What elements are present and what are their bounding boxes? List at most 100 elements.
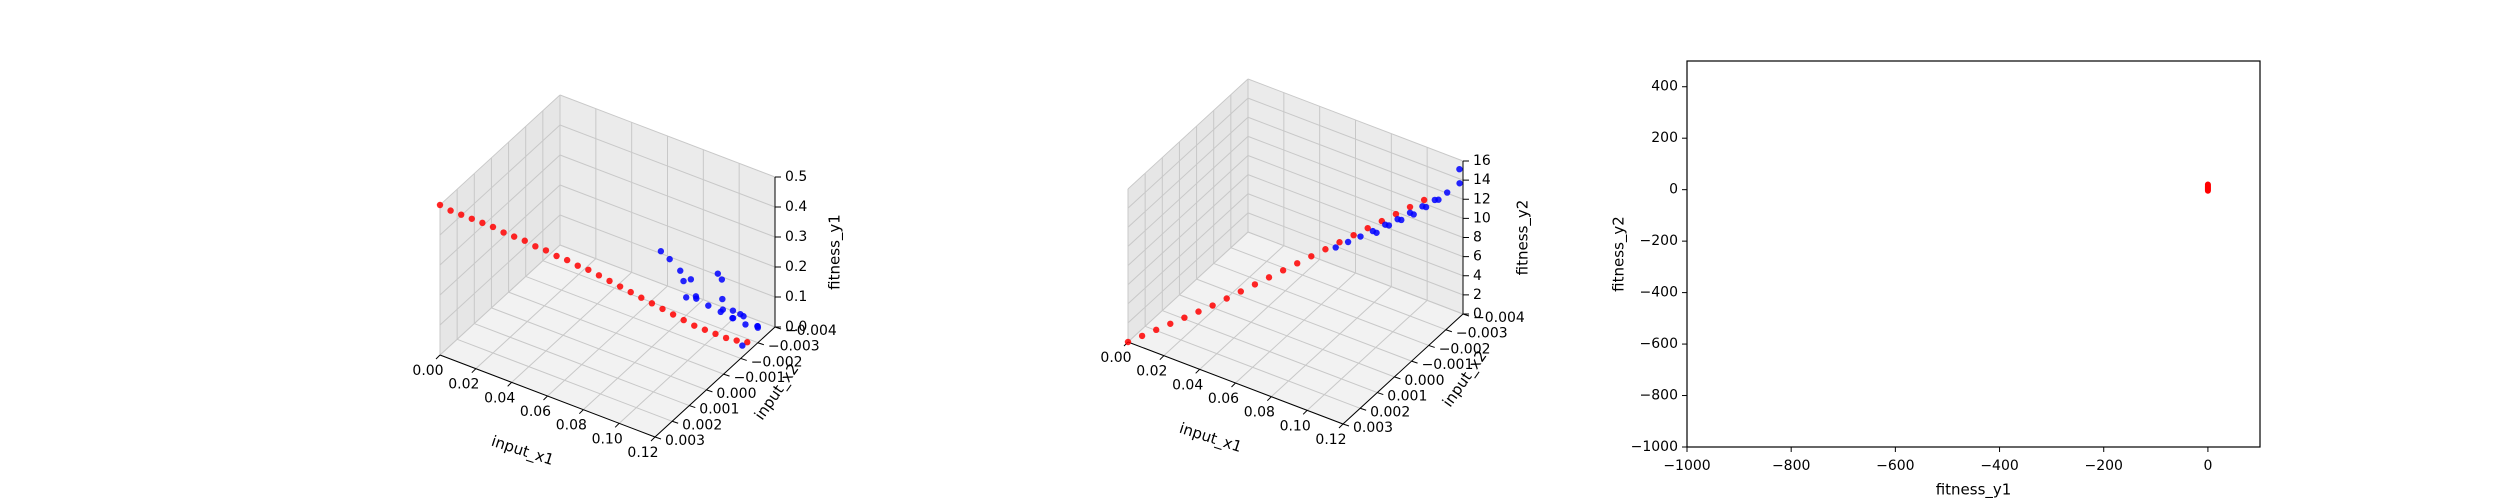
- data-point-series-1: [2204, 181, 2211, 188]
- data-point-series-1: [1336, 239, 1343, 246]
- x-tick-label: 0.00: [1100, 350, 1131, 366]
- x-tick-label: 0.02: [448, 377, 479, 393]
- data-point-series-1: [1350, 231, 1357, 239]
- x-tick-label: 0.08: [1244, 405, 1275, 421]
- gridline-y-floor: [525, 275, 741, 359]
- y-tick-mark: [1359, 407, 1367, 411]
- data-point-series-1: [1138, 332, 1146, 340]
- gridline-x-floor: [475, 258, 597, 370]
- x-tick-mark: [614, 422, 620, 428]
- z-tick-label: 0.3: [785, 229, 807, 245]
- gridline-z-back: [559, 124, 776, 208]
- data-point-series-2: [714, 270, 722, 277]
- x-tick-mark: [1159, 355, 1165, 361]
- y-tick-label: −200: [1640, 233, 1678, 249]
- y-tick-mark: [1342, 423, 1350, 427]
- data-point-series-1: [2204, 187, 2211, 194]
- x-tick-label: −600: [1876, 458, 1914, 474]
- y-tick-label: −0.003: [1456, 326, 1508, 342]
- y-tick-label: −400: [1640, 285, 1678, 301]
- data-point-series-1: [553, 252, 560, 260]
- z-tick-label: 8: [1473, 230, 1482, 246]
- gridline-z-side: [1127, 78, 1249, 190]
- gridline-x-floor: [1199, 258, 1321, 370]
- gridline-z-side: [439, 244, 561, 356]
- gridline-z-side: [439, 214, 561, 326]
- data-point-series-1: [563, 256, 571, 264]
- data-point-series-1: [447, 207, 454, 214]
- gridline-z-side: [1127, 136, 1249, 247]
- data-point-series-2: [687, 276, 695, 283]
- data-point-series-1: [712, 330, 719, 338]
- gridline-y-floor: [508, 291, 724, 375]
- y-tick-label: 0.002: [1370, 404, 1410, 420]
- y-tick-label: 0.000: [716, 386, 756, 402]
- data-point-series-1: [1322, 246, 1329, 253]
- data-point-series-2: [657, 248, 665, 255]
- subplot-2-3d-scatter: 0.00 0.02 0.04 0.06 0.08 0.100.12 −0.004−0.003…: [1100, 77, 1533, 457]
- data-point-series-1: [574, 262, 581, 269]
- data-point-series-1: [1195, 308, 1202, 315]
- y-tick-label: −600: [1640, 336, 1678, 352]
- y-tick-label: −0.004: [785, 323, 837, 339]
- x-tick-mark: [1195, 368, 1201, 374]
- data-point-series-1: [468, 215, 475, 222]
- y-tick-mark: [654, 436, 662, 440]
- data-point-series-1: [1364, 224, 1371, 232]
- z-tick-label: 0: [1473, 306, 1482, 322]
- y-axis-line: [1342, 313, 1464, 425]
- x-tick-mark: [1231, 382, 1236, 388]
- x-tick-label: −200: [2085, 458, 2123, 474]
- data-point-series-1: [616, 283, 624, 290]
- y-tick-mark: [706, 389, 713, 393]
- y-tick-label: 0.003: [665, 433, 705, 449]
- y-tick-label: −0.001: [734, 370, 786, 386]
- data-point-series-1: [1124, 338, 1132, 346]
- gridline-z-side: [1127, 212, 1249, 324]
- data-point-series-2: [1357, 233, 1364, 240]
- gridline-x-floor: [1163, 245, 1285, 357]
- x-tick-label: 0.12: [627, 445, 658, 461]
- z-tick-label: 6: [1473, 249, 1482, 265]
- z-tick-label: 4: [1473, 268, 1482, 284]
- data-point-series-2: [1456, 165, 1463, 173]
- data-point-series-2: [718, 276, 726, 283]
- data-point-series-1: [606, 277, 613, 285]
- data-point-series-1: [457, 211, 465, 218]
- x-tick-mark: [1302, 409, 1308, 415]
- data-point-series-1: [722, 334, 730, 342]
- z-tick-label: 14: [1473, 172, 1491, 188]
- gridline-z-back: [559, 94, 776, 178]
- y-tick-mark: [1377, 392, 1384, 396]
- y-tick-label: 0: [1669, 182, 1678, 198]
- y-tick-mark: [757, 342, 765, 346]
- data-point-series-2: [693, 295, 700, 302]
- data-point-series-1: [1181, 314, 1188, 321]
- y-tick-label: −0.002: [1439, 341, 1491, 357]
- data-point-series-2: [1410, 211, 1417, 218]
- data-point-series-1: [489, 223, 497, 231]
- x-tick-label: 0.04: [1172, 377, 1203, 393]
- z-tick-label: 0.5: [785, 169, 807, 185]
- y-tick-label: 400: [1651, 79, 1678, 95]
- gridline-y-floor: [491, 307, 707, 391]
- data-point-series-1: [1167, 320, 1174, 327]
- gridline-z-side: [1127, 97, 1249, 209]
- data-point-series-1: [521, 237, 528, 244]
- x-tick-mark: [471, 368, 477, 374]
- data-point-series-1: [744, 339, 751, 346]
- x-tick-label: 0.10: [1280, 418, 1311, 434]
- data-point-series-1: [691, 322, 698, 329]
- gridline-z-back: [1247, 212, 1464, 296]
- data-point-series-1: [532, 243, 539, 250]
- y-tick-label: 0.001: [699, 402, 739, 418]
- x-tick-label: 0.08: [556, 418, 587, 434]
- gridline-z-side: [439, 94, 561, 206]
- y-axis-label: fitness_y2: [1610, 216, 1629, 292]
- gridline-x-floor: [1306, 299, 1428, 411]
- data-point-series-2: [1385, 222, 1393, 229]
- gridline-z-back: [1247, 97, 1464, 181]
- y-tick-mark: [1411, 360, 1418, 364]
- data-point-series-2: [677, 267, 684, 274]
- gridline-z-side: [1127, 193, 1249, 305]
